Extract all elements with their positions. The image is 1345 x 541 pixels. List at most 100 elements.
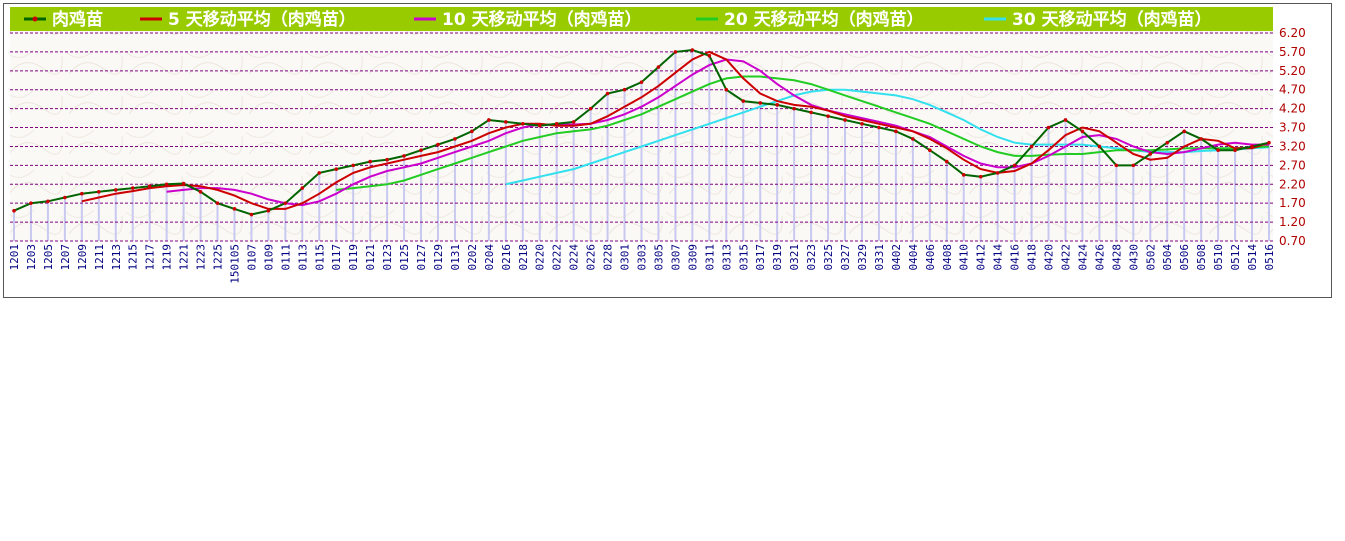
data-point: [1148, 152, 1153, 156]
x-tick-label: 0420: [1043, 244, 1056, 271]
data-point: [164, 182, 169, 187]
x-tick-label: 0502: [1144, 244, 1157, 271]
data-point: [690, 48, 695, 52]
data-point: [504, 120, 508, 124]
y-tick-label: 5.70: [1279, 45, 1306, 59]
data-point: [775, 103, 779, 107]
data-point: [741, 99, 746, 103]
data-point: [554, 121, 559, 126]
data-point: [1080, 129, 1085, 134]
x-tick-label: 0510: [1212, 244, 1225, 271]
x-tick-label: 0410: [958, 244, 971, 271]
data-point: [571, 120, 576, 124]
x-tick-label: 0327: [839, 244, 852, 271]
line-chart: 肉鸡苗 5 天移动平均（肉鸡苗） 10 天移动平均（肉鸡苗） 20 天移动平均（肉鸡苗…: [8, 7, 1306, 284]
data-point: [928, 148, 932, 153]
data-point: [181, 181, 186, 186]
y-tick-label: 0.70: [1279, 234, 1306, 248]
data-point: [1063, 118, 1068, 122]
x-tick-label: 0418: [1026, 244, 1039, 271]
data-point: [656, 65, 661, 69]
series-lines: [12, 48, 1271, 217]
x-tick-label: 0424: [1076, 244, 1089, 271]
data-point: [1199, 137, 1203, 141]
x-tick-label: 0331: [873, 244, 886, 271]
data-point: [368, 159, 372, 164]
data-point: [470, 129, 474, 134]
x-tick-label: 0422: [1060, 244, 1073, 271]
y-tick-label: 2.20: [1279, 177, 1306, 191]
x-tick-label: 1201: [8, 244, 21, 271]
x-tick-label: 0504: [1161, 244, 1174, 271]
x-tick-label: 1225: [212, 244, 225, 271]
data-point: [487, 118, 491, 122]
data-point: [537, 123, 542, 128]
data-point: [266, 208, 271, 213]
data-point: [1250, 144, 1254, 149]
x-tick-label: 1203: [25, 244, 38, 271]
legend-marker: [32, 16, 38, 22]
x-tick-label: 0117: [330, 244, 343, 271]
x-tick-label: 0123: [381, 244, 394, 271]
x-tick-label: 0402: [890, 244, 903, 271]
x-tick-label: 0321: [788, 244, 801, 271]
x-tick-label: 1213: [110, 244, 123, 271]
data-point: [588, 106, 593, 111]
chart-frame: 肉鸡苗 5 天移动平均（肉鸡苗） 10 天移动平均（肉鸡苗） 20 天移动平均（肉鸡苗…: [3, 3, 1332, 298]
data-point: [351, 163, 355, 168]
data-point: [758, 101, 763, 105]
x-tick-label: 0430: [1127, 244, 1140, 271]
data-point: [520, 121, 525, 126]
x-tick-label: 0309: [686, 244, 699, 271]
data-point: [961, 173, 966, 177]
data-point: [1012, 163, 1017, 168]
data-point: [826, 114, 830, 118]
data-point: [860, 121, 864, 126]
legend-label: 5 天移动平均（肉鸡苗）: [168, 9, 356, 30]
x-tick-label: 0226: [585, 244, 598, 271]
data-point: [198, 190, 203, 194]
x-tick-label: 0115: [313, 244, 326, 271]
data-point: [96, 190, 101, 194]
x-tick-label: 0301: [619, 244, 632, 271]
y-tick-label: 4.20: [1279, 102, 1306, 116]
x-tick-label: 0303: [636, 244, 649, 271]
data-point: [29, 201, 33, 205]
data-point: [317, 171, 322, 175]
x-tick-label: 0218: [517, 244, 530, 271]
data-point: [605, 91, 610, 96]
data-point: [12, 208, 16, 213]
x-tick-label: 0319: [771, 244, 784, 271]
data-point: [300, 186, 305, 190]
x-tick-label: 1215: [127, 244, 140, 271]
data-point: [1046, 125, 1051, 130]
data-point: [147, 184, 152, 188]
data-point: [1165, 140, 1170, 145]
x-tick-label: 1207: [59, 244, 72, 271]
x-tick-label: 0329: [856, 244, 869, 271]
x-tick-label: 0514: [1246, 244, 1259, 271]
x-tick-label: 0311: [703, 244, 716, 271]
x-tick-label: 0307: [669, 244, 682, 271]
x-tick-label: 0408: [941, 244, 954, 271]
y-tick-label: 5.20: [1279, 64, 1306, 78]
data-point: [46, 199, 50, 204]
y-tick-label: 2.70: [1279, 158, 1306, 172]
data-point: [283, 201, 288, 205]
y-tick-label: 1.70: [1279, 196, 1306, 210]
data-point: [944, 159, 949, 164]
data-point: [622, 87, 627, 92]
x-tick-label: 1223: [195, 244, 208, 271]
data-point: [1114, 163, 1119, 168]
x-tick-label: 0512: [1229, 244, 1242, 271]
data-point: [249, 212, 254, 217]
x-tick-label: 0131: [449, 244, 462, 271]
x-tick-label: 0508: [1195, 244, 1208, 271]
x-tick-label: 1209: [76, 244, 89, 271]
data-point: [911, 137, 915, 141]
legend-label: 10 天移动平均（肉鸡苗）: [442, 9, 642, 30]
data-point: [1029, 144, 1034, 149]
x-tick-label: 150105: [229, 244, 242, 284]
y-tick-label: 4.70: [1279, 83, 1306, 97]
y-tick-label: 3.70: [1279, 121, 1306, 135]
